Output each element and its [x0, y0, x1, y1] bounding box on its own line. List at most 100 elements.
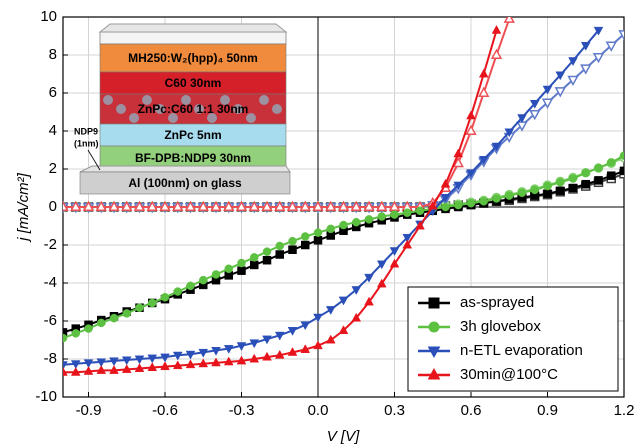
marker [452, 156, 464, 168]
blend-dot [181, 95, 191, 105]
marker [84, 324, 93, 333]
marker [581, 179, 590, 189]
marker [83, 359, 94, 369]
marker [261, 200, 273, 211]
marker [427, 200, 438, 210]
x-tick-label: 0.0 [308, 402, 329, 419]
layer-label: C60 30nm [165, 76, 222, 90]
marker [607, 158, 616, 167]
marker [147, 362, 158, 371]
marker [403, 208, 412, 217]
marker [313, 228, 323, 237]
legend-box [407, 286, 619, 392]
marker [491, 24, 502, 34]
blend-dot [272, 104, 282, 114]
marker [556, 178, 565, 187]
marker [427, 346, 441, 359]
marker [288, 245, 297, 254]
marker [223, 356, 234, 366]
marker [300, 321, 311, 331]
marker [121, 356, 132, 366]
marker [377, 212, 386, 221]
layer-label: ZnPc:C60 1:1 30nm [138, 102, 249, 116]
marker [134, 355, 145, 365]
marker [478, 68, 489, 78]
marker [96, 358, 107, 368]
marker [364, 296, 374, 306]
marker [568, 57, 578, 67]
y-tick-label: -2 [44, 236, 57, 253]
marker [274, 349, 285, 359]
marker [121, 364, 132, 373]
marker [390, 210, 399, 219]
marker [70, 366, 81, 376]
y-tick-label: -4 [44, 274, 57, 291]
marker [223, 200, 235, 211]
marker [301, 240, 310, 250]
marker [567, 75, 579, 87]
marker [594, 163, 603, 173]
marker [325, 306, 336, 315]
marker [299, 200, 311, 211]
marker [224, 264, 233, 273]
marker [275, 250, 284, 259]
blend-dot [220, 95, 230, 105]
marker [388, 200, 401, 211]
marker [364, 273, 374, 283]
marker [109, 357, 119, 367]
blend-dot [129, 113, 139, 123]
blend-dot [246, 113, 256, 123]
marker [301, 232, 310, 241]
marker [135, 303, 144, 312]
layer-label: BF-DPB:NDP9 30nm [135, 151, 251, 165]
marker [63, 361, 68, 371]
marker [441, 202, 450, 212]
marker [492, 194, 501, 203]
marker [376, 200, 388, 211]
marker [339, 220, 348, 230]
marker [466, 169, 476, 179]
marker [592, 52, 605, 64]
marker [619, 166, 624, 176]
marker [250, 253, 259, 262]
marker [454, 200, 463, 210]
y-tick-label: -8 [44, 350, 57, 367]
marker [275, 241, 284, 251]
blend-dot [155, 104, 165, 114]
marker [428, 297, 440, 309]
marker [415, 206, 425, 216]
marker [287, 327, 298, 336]
marker [63, 328, 68, 337]
marker [236, 342, 247, 352]
marker [121, 200, 133, 211]
marker [236, 355, 247, 365]
marker [440, 178, 451, 188]
marker [184, 200, 197, 211]
blend-dot [103, 95, 113, 105]
marker [96, 365, 107, 374]
blend-dot [194, 104, 204, 114]
marker [148, 298, 157, 308]
marker [274, 331, 285, 341]
marker [568, 183, 578, 193]
marker [70, 360, 81, 370]
marker [389, 258, 400, 268]
marker [479, 197, 488, 206]
marker [71, 329, 80, 338]
marker [199, 275, 208, 285]
marker [325, 200, 337, 211]
marker [159, 200, 171, 211]
marker [607, 171, 616, 180]
marker [491, 142, 502, 152]
legend-label: as-sprayed [460, 294, 534, 311]
substrate-top [79, 165, 291, 173]
x-tick-label: 0.6 [461, 402, 482, 419]
marker [594, 176, 603, 185]
marker [465, 124, 477, 135]
marker [160, 293, 170, 302]
marker [529, 100, 540, 109]
marker [211, 270, 221, 279]
marker [249, 339, 260, 349]
marker [97, 318, 106, 328]
marker [581, 168, 590, 178]
